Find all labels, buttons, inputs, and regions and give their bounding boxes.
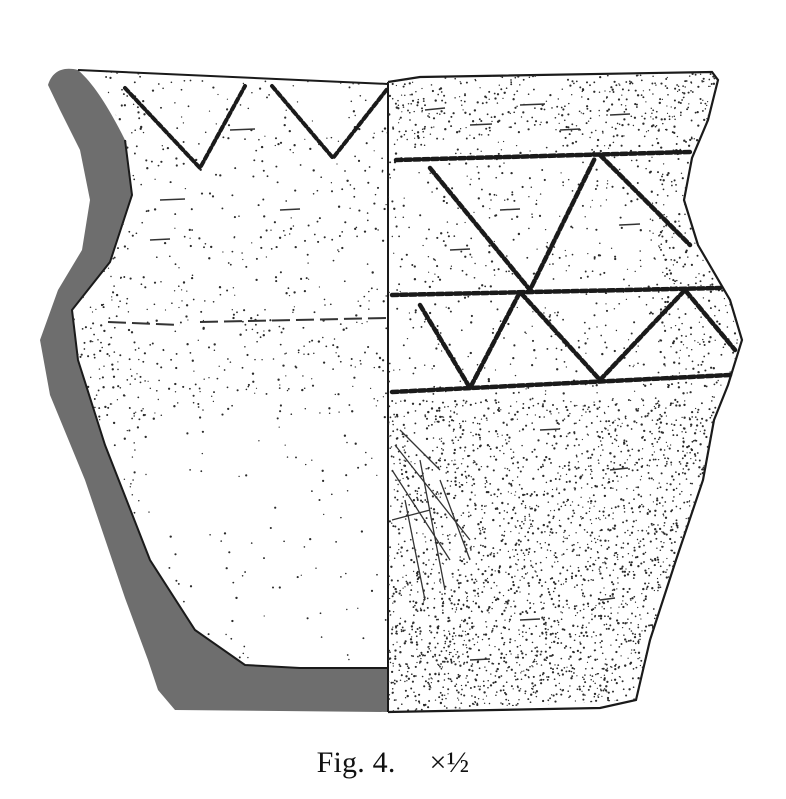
surface-dash-mark [469, 658, 491, 661]
scale-label: ×½ [429, 746, 470, 779]
surface-dash-marks [149, 103, 641, 661]
surface-dash-mark [229, 128, 256, 131]
surface-dash-mark [424, 107, 446, 111]
exterior-stipple [388, 72, 742, 712]
incised-scratch-marks [391, 429, 471, 601]
figure-caption: Fig. 4. ×½ [0, 746, 786, 780]
interior-outline [70, 69, 389, 669]
surface-dash-mark [519, 103, 546, 106]
pottery-vessel-drawing [40, 68, 744, 714]
surface-dash-mark [619, 223, 641, 226]
wall-cross-section [40, 68, 388, 713]
surface-dash-mark [599, 597, 616, 601]
interior-zigzag-decoration [123, 84, 390, 172]
interior-carination-line [107, 317, 389, 326]
surface-dash-mark [149, 238, 171, 241]
surface-dash-mark [499, 208, 521, 211]
surface-dash-mark [279, 208, 301, 211]
exterior-triangle-decoration [389, 149, 738, 395]
surface-dash-mark [609, 113, 631, 116]
surface-dash-mark [449, 248, 471, 251]
surface-dash-mark [519, 618, 541, 621]
figure-number-label: Fig. 4. [316, 746, 396, 779]
surface-dash-mark [469, 123, 493, 126]
surface-dash-mark [159, 198, 186, 201]
surface-dash-mark [539, 428, 561, 431]
exterior-outline [387, 70, 744, 714]
surface-dash-mark [609, 467, 629, 471]
surface-dash-mark [559, 128, 581, 131]
